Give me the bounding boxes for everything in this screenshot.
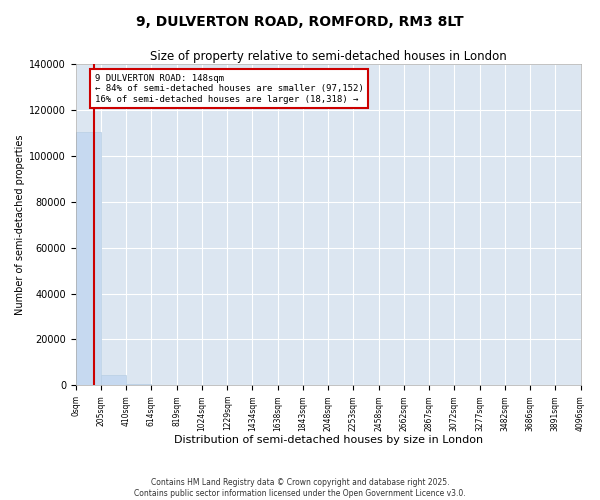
X-axis label: Distribution of semi-detached houses by size in London: Distribution of semi-detached houses by …	[173, 435, 482, 445]
Text: 9 DULVERTON ROAD: 148sqm
← 84% of semi-detached houses are smaller (97,152)
16% : 9 DULVERTON ROAD: 148sqm ← 84% of semi-d…	[95, 74, 364, 104]
Bar	[101, 375, 126, 386]
Y-axis label: Number of semi-detached properties: Number of semi-detached properties	[15, 134, 25, 315]
Text: Contains HM Land Registry data © Crown copyright and database right 2025.
Contai: Contains HM Land Registry data © Crown c…	[134, 478, 466, 498]
Bar	[151, 385, 176, 386]
Bar	[126, 384, 151, 386]
Title: Size of property relative to semi-detached houses in London: Size of property relative to semi-detach…	[150, 50, 506, 63]
Bar	[76, 132, 101, 386]
Text: 9, DULVERTON ROAD, ROMFORD, RM3 8LT: 9, DULVERTON ROAD, ROMFORD, RM3 8LT	[136, 15, 464, 29]
